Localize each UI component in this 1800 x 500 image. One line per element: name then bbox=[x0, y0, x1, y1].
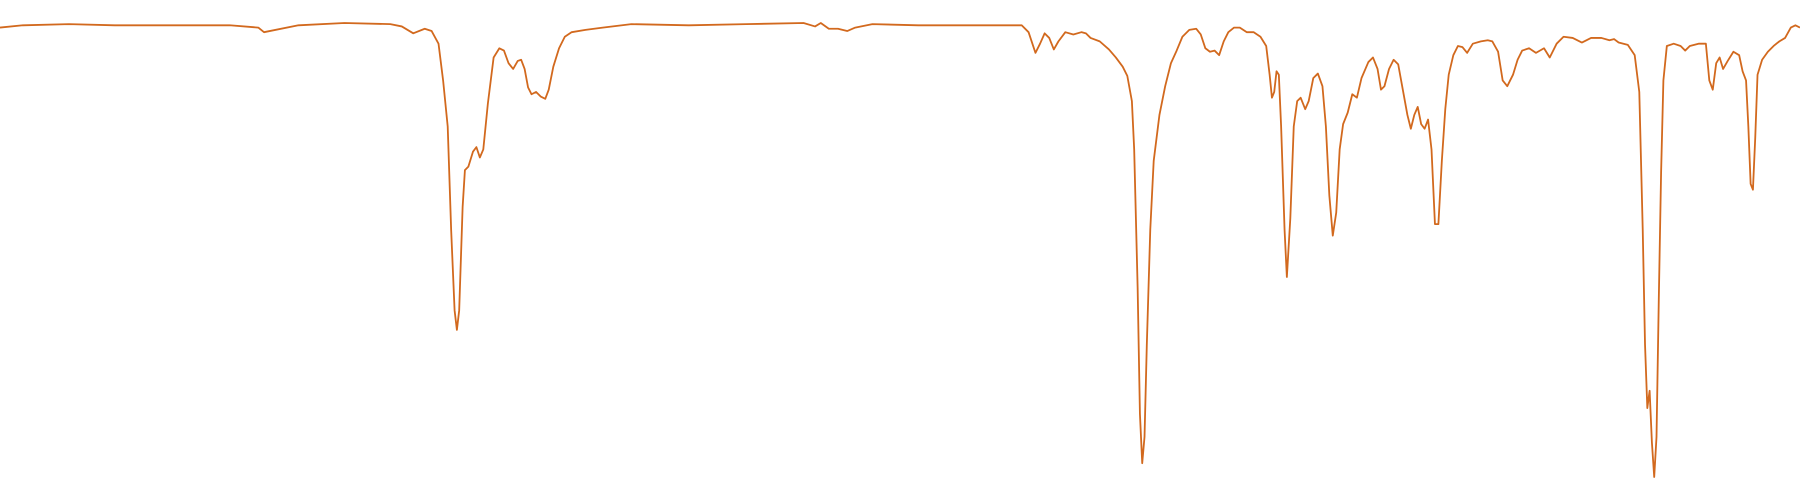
spectrum-line bbox=[0, 22, 1800, 478]
